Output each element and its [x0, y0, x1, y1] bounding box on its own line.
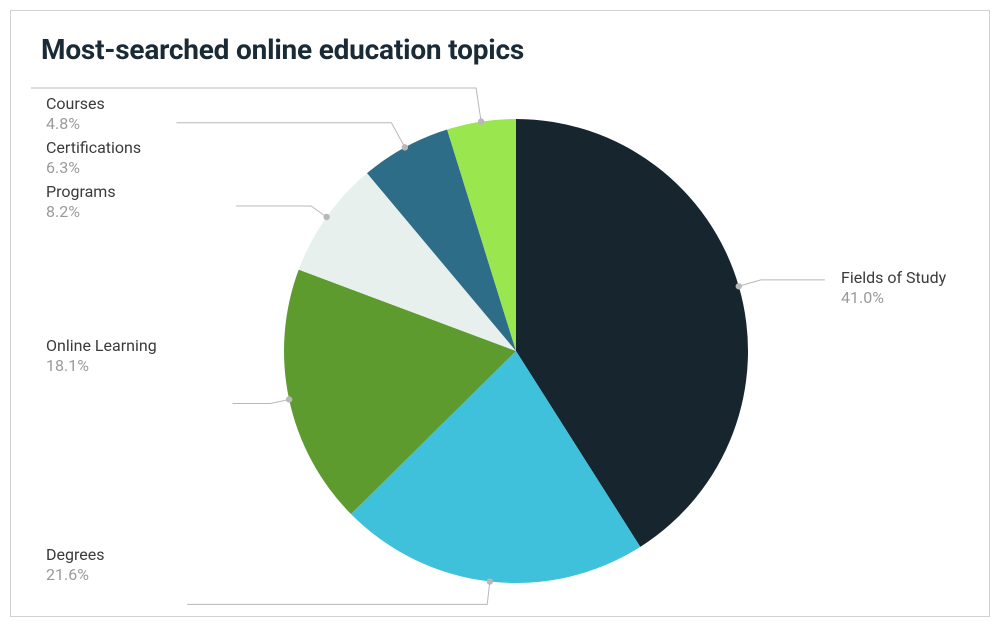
- slice-label: Courses4.8%: [46, 94, 105, 134]
- slice-label-name: Degrees: [46, 545, 104, 565]
- slice-label: Degrees21.6%: [46, 545, 104, 585]
- slice-label: Fields of Study41.0%: [841, 268, 946, 308]
- slice-label: Online Learning18.1%: [46, 336, 157, 376]
- pie-chart: [11, 11, 989, 616]
- chart-container: Most-searched online education topics Fi…: [10, 10, 990, 617]
- slice-label-name: Fields of Study: [841, 268, 946, 288]
- leader-line: [739, 280, 825, 286]
- chart-frame: Most-searched online education topics Fi…: [0, 0, 1000, 627]
- slice-label-pct: 6.3%: [46, 158, 141, 178]
- leader-line: [236, 206, 327, 217]
- slice-label-pct: 4.8%: [46, 114, 105, 134]
- slice-label-pct: 8.2%: [46, 202, 116, 222]
- leader-line: [176, 123, 404, 148]
- slice-label-name: Programs: [46, 182, 116, 202]
- slice-label: Programs8.2%: [46, 182, 116, 222]
- leader-line: [187, 582, 490, 605]
- slice-label-name: Courses: [46, 94, 105, 114]
- slice-label-name: Online Learning: [46, 336, 157, 356]
- leader-line: [233, 399, 290, 403]
- slice-label: Certifications6.3%: [46, 138, 141, 178]
- slice-label-name: Certifications: [46, 138, 141, 158]
- slice-label-pct: 18.1%: [46, 356, 157, 376]
- slice-label-pct: 41.0%: [841, 288, 946, 308]
- slice-label-pct: 21.6%: [46, 565, 104, 585]
